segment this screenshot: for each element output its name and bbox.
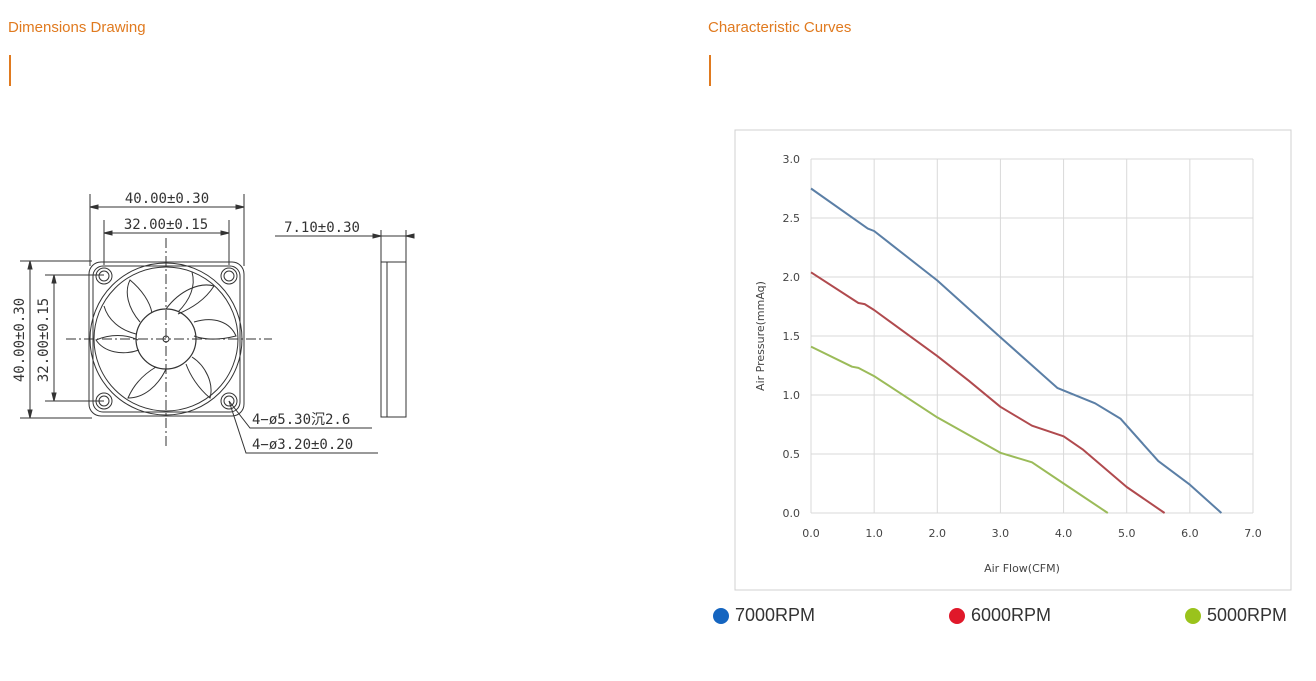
x-tick-label: 0.0 xyxy=(802,527,820,540)
y-tick-label: 2.5 xyxy=(783,212,801,225)
x-tick-label: 1.0 xyxy=(865,527,883,540)
fan-front-view xyxy=(66,238,272,446)
legend-item-5000rpm: 5000RPM xyxy=(1185,605,1287,626)
fan-side-view xyxy=(380,261,407,418)
mount-holes xyxy=(95,267,238,410)
legend-label: 7000RPM xyxy=(735,605,816,625)
dim-countersink: 4−ø5.30沉2.6 xyxy=(252,412,350,428)
legend-label: 6000RPM xyxy=(971,605,1052,625)
legend-label: 5000RPM xyxy=(1207,605,1288,625)
dimensions-accent-bar xyxy=(9,55,11,86)
legend-dot-icon xyxy=(949,607,965,624)
dim-outer-width: 40.00±0.30 xyxy=(125,191,209,207)
curves-title: Characteristic Curves xyxy=(708,19,852,36)
y-axis-label: Air Pressure(mmAq) xyxy=(754,281,767,391)
legend-dot-icon xyxy=(713,607,729,624)
dim-hole-spacing-v: 32.00±0.15 xyxy=(36,298,52,382)
dim-outer-height: 40.00±0.30 xyxy=(12,298,28,382)
y-tick-label: 1.5 xyxy=(783,330,801,343)
series-line-7000rpm xyxy=(810,187,1223,514)
fan-dimensions-drawing: 40.00±0.30 32.00±0.15 7.10±0.30 40.00±0.… xyxy=(12,191,415,454)
fan-blades xyxy=(95,271,237,399)
dim-hole-spacing-h: 32.00±0.15 xyxy=(124,217,208,233)
dimensions-title: Dimensions Drawing xyxy=(8,19,146,36)
x-axis-label: Air Flow(CFM) xyxy=(984,562,1060,575)
legend-item-6000rpm: 6000RPM xyxy=(949,605,1051,626)
x-tick-label: 7.0 xyxy=(1244,527,1262,540)
x-tick-label: 6.0 xyxy=(1181,527,1199,540)
y-tick-label: 2.0 xyxy=(783,271,801,284)
x-tick-label: 4.0 xyxy=(1055,527,1073,540)
y-tick-label: 3.0 xyxy=(783,153,801,166)
curves-accent-bar xyxy=(709,55,711,86)
chart-frame xyxy=(734,129,1292,591)
dimension-lines xyxy=(20,194,415,454)
series-line-6000rpm xyxy=(810,271,1166,514)
x-tick-label: 2.0 xyxy=(929,527,947,540)
x-tick-label: 3.0 xyxy=(992,527,1010,540)
series-line-5000rpm xyxy=(810,345,1109,514)
legend-dot-icon xyxy=(1185,607,1201,624)
y-tick-label: 1.0 xyxy=(783,389,801,402)
y-tick-label: 0.0 xyxy=(783,507,801,520)
x-tick-label: 5.0 xyxy=(1118,527,1136,540)
dim-thickness: 7.10±0.30 xyxy=(284,220,360,236)
legend-item-7000rpm: 7000RPM xyxy=(713,605,815,626)
dim-hole-diameter: 4−ø3.20±0.20 xyxy=(252,437,353,453)
y-tick-label: 0.5 xyxy=(783,448,801,461)
